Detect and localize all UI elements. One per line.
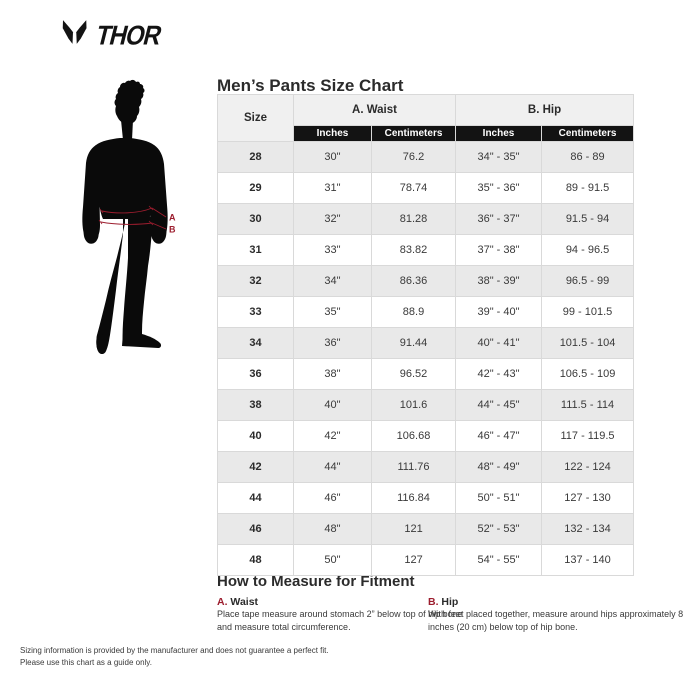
svg-text:B: B xyxy=(169,225,176,235)
svg-text:A: A xyxy=(169,213,176,223)
